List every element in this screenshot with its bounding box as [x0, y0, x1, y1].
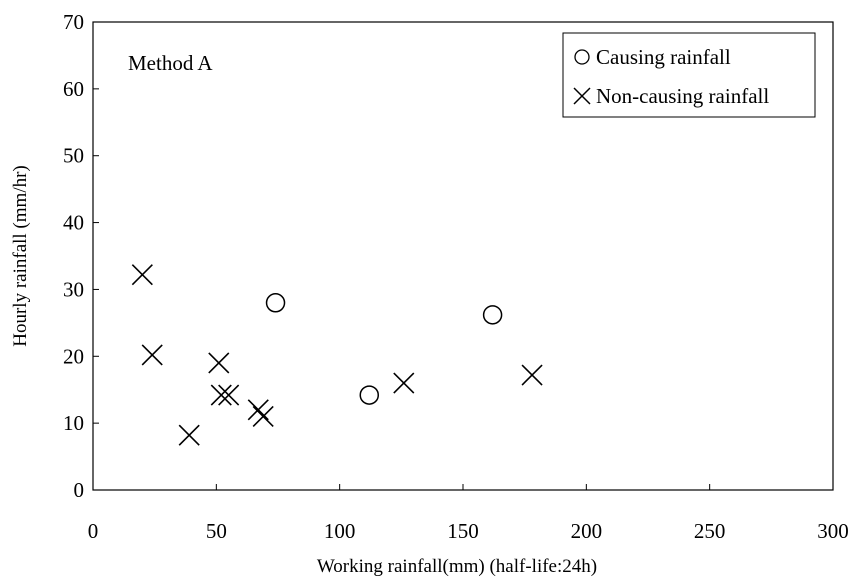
point-non-causing-rainfall	[393, 372, 415, 394]
x-tick-label: 250	[694, 519, 726, 543]
legend-x-marker	[573, 87, 591, 105]
y-tick-label: 30	[63, 277, 84, 301]
point-non-causing-rainfall	[218, 384, 240, 406]
point-non-causing-rainfall	[521, 364, 543, 386]
point-non-causing-rainfall	[208, 352, 230, 374]
y-axis-ticks: 0 10 20 30 40 50 60 70	[63, 10, 99, 502]
x-tick-label: 150	[447, 519, 479, 543]
point-non-causing-rainfall	[252, 405, 274, 428]
x-axis-label: Working rainfall(mm) (half-life:24h)	[317, 556, 597, 577]
legend-label-non-causing: Non-causing rainfall	[596, 84, 769, 108]
x-tick-label: 300	[817, 519, 849, 543]
point-non-causing-rainfall	[178, 424, 200, 446]
point-causing-rainfall	[359, 385, 380, 405]
point-non-causing-rainfall	[210, 384, 232, 406]
legend-label-causing: Causing rainfall	[596, 45, 731, 69]
y-tick-label: 0	[74, 478, 85, 502]
x-tick-label: 100	[324, 519, 356, 543]
legend-box	[562, 32, 816, 118]
y-tick-label: 40	[63, 211, 84, 235]
point-causing-rainfall	[482, 305, 503, 325]
legend: Causing rainfall Non-causing rainfall	[562, 32, 816, 118]
legend-circle-marker	[574, 49, 590, 65]
y-tick-label: 60	[63, 77, 84, 101]
x-axis-ticks: 0 50 100 150 200 250 300	[88, 484, 849, 543]
y-tick-label: 10	[63, 411, 84, 435]
x-tick-label: 200	[571, 519, 603, 543]
x-tick-label: 0	[88, 519, 99, 543]
data-points	[131, 264, 543, 446]
y-tick-label: 50	[63, 144, 84, 168]
chart-annotation: Method A	[128, 51, 213, 75]
point-causing-rainfall	[265, 293, 286, 313]
point-non-causing-rainfall	[141, 344, 163, 366]
y-axis-label: Hourly rainfall (mm/hr)	[10, 165, 31, 347]
y-tick-label: 70	[63, 10, 84, 34]
y-tick-label: 20	[63, 344, 84, 368]
x-tick-label: 50	[206, 519, 227, 543]
point-non-causing-rainfall	[247, 399, 269, 421]
point-non-causing-rainfall	[131, 264, 153, 286]
